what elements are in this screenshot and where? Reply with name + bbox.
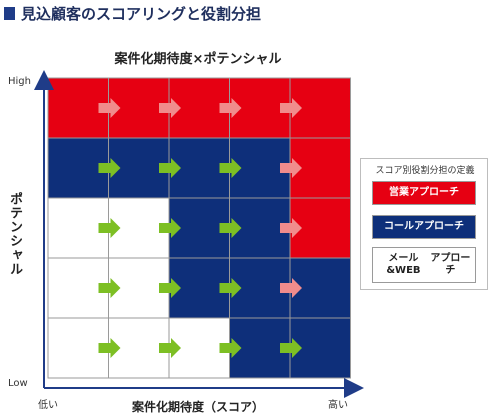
arrow-right-icon-green [98,338,121,358]
arrow-right-icon-pink [280,218,302,238]
legend-mail-web-line2: アプローチ [430,253,471,276]
role-legend: スコア別役割分担の定義 営業アプローチ コールアプローチ メール&WEB アプロ… [360,158,488,290]
arrow-right-icon-pink [280,158,302,178]
y-axis-high-label: High [8,76,31,87]
y-axis-title: ポテンシャル [7,192,22,276]
arrow-right-icon-green [98,218,121,238]
matrix-cell-sales [47,77,109,139]
legend-title: スコア別役割分担の定義 [375,166,475,176]
page-title-text: 見込顧客のスコアリングと役割分担 [21,4,262,23]
x-axis-low-label: 低い [38,400,58,411]
chart-title: 案件化期待度×ポテンシャル [114,52,282,67]
arrow-right-icon-pink [219,98,242,118]
legend-mail-web-line1: メール&WEB [386,253,421,276]
arrow-right-icon-green [159,338,181,358]
matrix-cell-mail [47,257,109,319]
arrow-right-icon-green [280,338,302,358]
arrow-right-icon-pink [280,98,302,118]
legend-mail-web-approach: メール&WEB アプローチ [372,247,476,283]
legend-sales-approach: 営業アプローチ [372,181,476,205]
arrow-right-icon-green [159,218,181,238]
arrow-right-icon-green [219,338,242,358]
arrow-right-icon-green [98,158,121,178]
x-axis-high-label: 高い [328,400,348,411]
matrix-cell-mail [47,317,109,379]
arrow-right-icon-green [219,218,242,238]
arrow-right-icon-green [159,278,181,298]
arrow-right-icon-pink [159,98,181,118]
title-square-icon [4,6,15,20]
arrow-right-icon-pink [280,278,302,298]
x-axis-title: 案件化期待度（スコア） [131,400,264,414]
arrow-right-icon-green [98,278,121,298]
page-title: 見込顧客のスコアリングと役割分担 [4,2,261,24]
y-axis-low-label: Low [8,378,28,389]
arrow-right-icon-pink [98,98,121,118]
legend-call-approach: コールアプローチ [372,215,476,239]
arrow-right-icon-green [219,278,242,298]
arrow-right-icon-green [159,158,181,178]
arrow-right-icon-green [219,158,242,178]
